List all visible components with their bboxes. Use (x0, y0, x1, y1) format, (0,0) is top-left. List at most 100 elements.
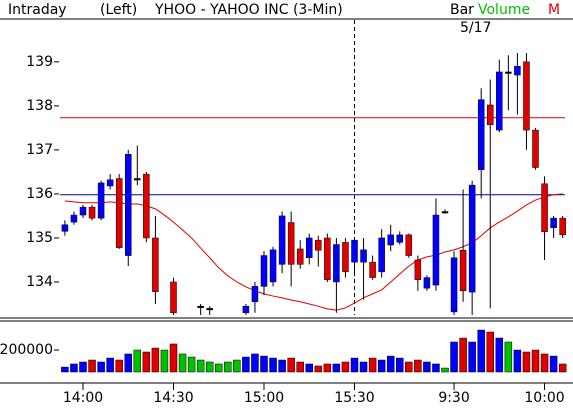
volume-bar (178, 353, 187, 373)
header-title: YHOO - YAHOO INC (3-Min) (154, 2, 343, 18)
volume-bar (323, 363, 332, 373)
candle-body (134, 178, 141, 181)
volume-bar (350, 357, 359, 373)
volume-bar (251, 353, 259, 373)
candle-body (550, 217, 557, 229)
volume-bar (396, 357, 404, 373)
volume-bar (359, 361, 368, 373)
candle-body (315, 239, 322, 251)
x-tick-label: 14:30 (153, 390, 193, 406)
volume-bar (432, 363, 440, 373)
volume-bar (242, 356, 250, 373)
volume-bar (477, 329, 485, 373)
volume-bar (97, 361, 105, 373)
candle-body (387, 234, 394, 246)
x-tick-label: 14:00 (63, 390, 103, 406)
candle-body (559, 217, 566, 236)
candle-body (351, 239, 358, 263)
candle-body (170, 281, 177, 314)
volume-bar (124, 353, 132, 373)
volume-bar (115, 359, 123, 373)
volume-bar (79, 361, 87, 373)
candle-body (206, 308, 213, 311)
volume-bar (468, 341, 476, 373)
volume-bar (540, 353, 549, 373)
candle-body (88, 206, 96, 219)
candle-body (260, 255, 268, 287)
volume-bar (160, 349, 169, 373)
candle-body (106, 179, 114, 187)
volume-bar (558, 363, 567, 373)
candle-body (251, 286, 259, 303)
volume-bar (70, 363, 78, 373)
y-tick-label: 136 (26, 186, 53, 202)
candle-body (61, 224, 69, 232)
candle-body (468, 184, 476, 293)
candle-body (541, 183, 548, 233)
candle-body (505, 71, 512, 74)
candle-body (514, 65, 521, 76)
header-ma: M (548, 2, 560, 18)
volume-bar (196, 359, 205, 373)
volume-bar (142, 351, 151, 373)
x-tick-label: 10:00 (524, 390, 564, 406)
x-tick-label: 15:00 (244, 390, 284, 406)
volume-bar (495, 337, 504, 373)
volume-bar (423, 361, 431, 373)
candle-body (477, 99, 485, 170)
candle-body (306, 237, 313, 259)
candle-body (459, 250, 467, 292)
volume-bar (133, 349, 142, 373)
candle-body (496, 71, 503, 131)
y-tick-label: 134 (26, 274, 53, 290)
candle-body (296, 248, 304, 265)
volume-bar (486, 331, 494, 373)
header-date: 5/17 (460, 20, 491, 36)
candle-body (432, 214, 440, 286)
volume-bar (106, 357, 114, 373)
candle-body (360, 249, 367, 263)
volume-bar (368, 357, 377, 373)
volume-bar (549, 355, 558, 373)
x-tick-label: 9:30 (438, 390, 469, 406)
candle-body (143, 173, 150, 239)
volume-bar (224, 361, 232, 373)
candle-body (70, 214, 78, 223)
candle-body (79, 206, 87, 216)
volume-bar (314, 365, 323, 373)
volume-bar (450, 341, 458, 373)
volume-tick-label: 200000 (0, 342, 53, 358)
candle-body (97, 182, 105, 219)
volume-bar (233, 359, 241, 373)
volume-bar (405, 361, 413, 373)
volume-bar (441, 367, 449, 373)
candle-body (523, 61, 530, 131)
candle-body (324, 237, 331, 281)
volume-bar (278, 359, 286, 373)
candle-body (441, 211, 449, 214)
volume-bar (287, 357, 295, 373)
volume-bar (531, 349, 540, 373)
candle-body (242, 305, 250, 314)
candle-body (125, 154, 132, 256)
volume-bar (377, 359, 386, 373)
candle-body (152, 237, 159, 292)
y-tick-label: 139 (26, 54, 53, 70)
volume-bar (205, 361, 214, 373)
volume-bar (169, 343, 178, 373)
header-left: Intraday (8, 2, 67, 18)
candle-body (414, 259, 422, 281)
y-tick-label: 137 (26, 142, 53, 158)
volume-bar (88, 359, 96, 373)
candle-body (115, 178, 123, 248)
volume-bar (269, 357, 277, 373)
candle-body (197, 305, 204, 308)
volume-bar (305, 363, 313, 373)
candle-body (450, 257, 458, 313)
candle-body (333, 244, 340, 283)
candle-body (423, 277, 431, 289)
candle-body (287, 222, 295, 265)
volume-bar (341, 361, 350, 373)
volume-bar (151, 347, 160, 373)
